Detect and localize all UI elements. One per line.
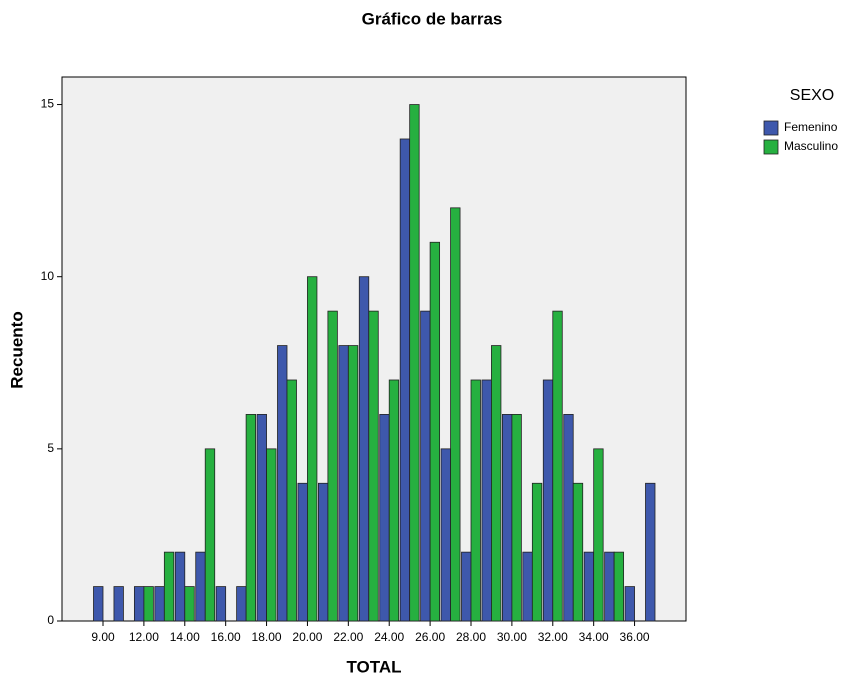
x-tick-label: 12.00 [129, 630, 159, 644]
bar [113, 586, 124, 622]
bar [429, 241, 441, 622]
bar [338, 345, 349, 622]
bar [409, 104, 420, 622]
x-tick-label: 20.00 [292, 630, 322, 644]
bar [266, 448, 277, 622]
x-tick-label: 32.00 [538, 630, 568, 644]
legend-label: Femenino [784, 120, 838, 134]
bar [236, 586, 247, 622]
x-tick-label: 30.00 [497, 630, 527, 644]
bar [327, 310, 338, 622]
x-tick-label: 34.00 [579, 630, 609, 644]
bar [215, 586, 227, 622]
bar [245, 414, 257, 622]
bar [501, 414, 513, 622]
bar [420, 310, 431, 622]
bar [358, 276, 370, 622]
bar [163, 551, 175, 622]
y-tick-label: 15 [41, 97, 55, 111]
bar [593, 448, 604, 622]
bar [563, 414, 574, 622]
x-axis-label: TOTAL [346, 657, 401, 676]
bar [256, 414, 267, 622]
bar [613, 551, 625, 622]
bar [531, 482, 543, 622]
bar [388, 379, 400, 622]
bar [572, 482, 584, 622]
legend-swatch [763, 120, 779, 136]
bar [133, 586, 145, 622]
bar [93, 586, 104, 622]
bar [174, 551, 186, 622]
legend-swatch [763, 139, 779, 155]
bar [399, 138, 411, 622]
bar [368, 310, 379, 622]
bar [297, 482, 308, 622]
x-tick-label: 24.00 [374, 630, 404, 644]
bar [184, 586, 195, 622]
bar [450, 207, 461, 622]
bar [347, 345, 359, 622]
x-tick-label: 9.00 [91, 630, 115, 644]
x-tick-label: 26.00 [415, 630, 445, 644]
bar [277, 345, 288, 622]
legend-title: SEXO [790, 87, 834, 104]
bar [307, 276, 318, 622]
x-tick-label: 14.00 [170, 630, 200, 644]
y-axis-label: Recuento [7, 311, 26, 388]
legend-label: Masculino [784, 139, 838, 153]
bar [154, 586, 165, 622]
bar [286, 379, 297, 622]
bar [604, 551, 615, 622]
bar [461, 551, 472, 622]
bar [195, 551, 206, 622]
bar [645, 482, 656, 622]
bar [542, 379, 554, 622]
y-tick-label: 0 [47, 613, 54, 627]
bar [583, 551, 595, 622]
y-tick-label: 10 [41, 269, 55, 283]
bar [552, 310, 563, 622]
bar [204, 448, 216, 622]
bar [379, 414, 390, 622]
y-tick-label: 5 [47, 441, 54, 455]
x-tick-label: 28.00 [456, 630, 486, 644]
x-tick-label: 16.00 [211, 630, 241, 644]
bar [624, 586, 635, 622]
bar [317, 482, 329, 622]
x-tick-label: 22.00 [333, 630, 363, 644]
bar [440, 448, 451, 622]
bar [143, 586, 154, 622]
bar [511, 414, 522, 622]
bar [491, 345, 502, 622]
chart-title: Gráfico de barras [362, 9, 503, 28]
x-tick-label: 36.00 [620, 630, 650, 644]
bar [481, 379, 492, 622]
bar [522, 551, 533, 622]
bar [470, 379, 481, 622]
x-tick-label: 18.00 [252, 630, 282, 644]
